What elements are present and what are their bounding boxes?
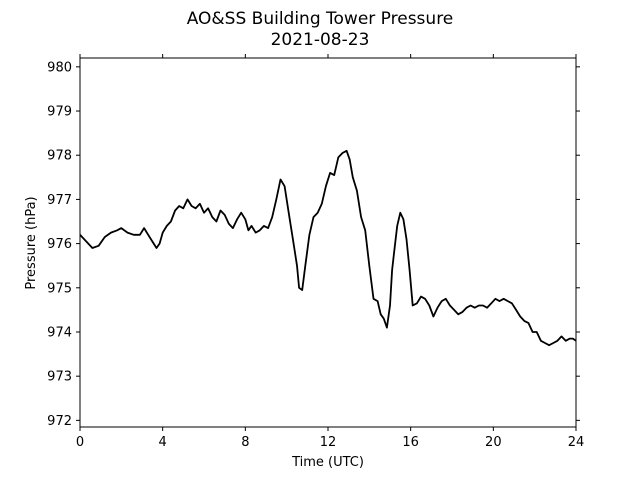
x-axis: 0 4 8 12 16 20 24 (76, 54, 584, 450)
chart-subtitle: 2021-08-23 (271, 30, 370, 50)
x-tick-label: 24 (568, 435, 585, 450)
y-axis-label: Pressure (hPa) (24, 196, 39, 289)
y-tick-label: 973 (47, 370, 72, 385)
y-tick-label: 980 (47, 60, 72, 75)
y-tick-label: 972 (47, 414, 72, 429)
x-tick-label: 8 (241, 435, 249, 450)
y-tick-label: 977 (47, 193, 72, 208)
y-tick-label: 978 (47, 149, 72, 164)
x-tick-label: 12 (320, 435, 337, 450)
x-tick-label: 4 (159, 435, 167, 450)
x-tick-label: 20 (485, 435, 502, 450)
y-tick-label: 976 (47, 237, 72, 252)
y-tick-label: 975 (47, 281, 72, 296)
x-tick-label: 16 (402, 435, 419, 450)
y-tick-label: 979 (47, 105, 72, 120)
plot-frame (79, 57, 577, 428)
chart-title: AO&SS Building Tower Pressure (187, 9, 454, 29)
x-axis-label: Time (UTC) (291, 455, 364, 470)
x-tick-label: 0 (76, 435, 84, 450)
y-tick-label: 974 (47, 325, 72, 340)
pressure-series-line (79, 149, 577, 347)
y-axis: 972 973 974 975 976 977 978 979 980 (47, 60, 580, 429)
